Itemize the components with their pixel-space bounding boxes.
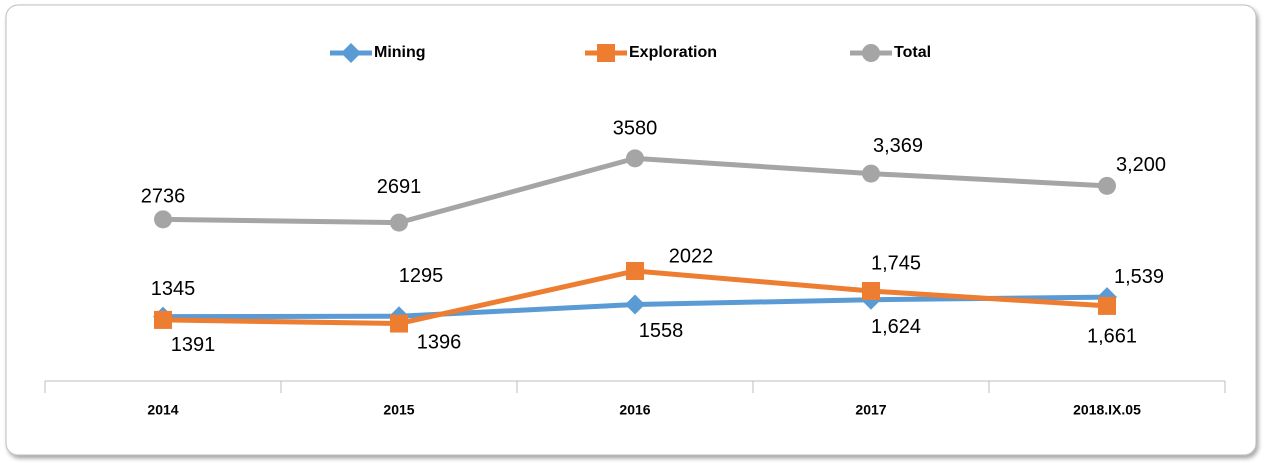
marker (1098, 176, 1116, 195)
marker (862, 164, 880, 183)
data-label: 1391 (171, 334, 216, 356)
chart-frame (5, 4, 1257, 456)
data-label: 3,369 (873, 135, 923, 157)
data-label: 1558 (639, 320, 684, 342)
data-label: 3580 (613, 118, 658, 140)
legend-label: Mining (374, 44, 426, 61)
data-label: 1,661 (1087, 325, 1137, 347)
marker (154, 310, 172, 329)
x-tick-label: 2014 (147, 402, 178, 418)
legend-label: Total (894, 44, 931, 61)
legend-marker (862, 44, 880, 62)
marker (390, 213, 408, 232)
data-label: 2691 (377, 176, 422, 198)
marker (625, 294, 645, 315)
data-label: 1,539 (1114, 266, 1164, 288)
marker (154, 210, 172, 229)
data-label: 1,624 (871, 316, 921, 338)
x-tick-label: 2016 (619, 402, 650, 418)
legend-marker (597, 44, 615, 62)
x-tick-label: 2017 (855, 402, 886, 418)
marker (626, 261, 644, 280)
marker (390, 314, 408, 333)
marker (1098, 296, 1116, 315)
marker (862, 282, 880, 301)
x-tick-label: 2018.IX.05 (1073, 402, 1141, 418)
legend-marker (341, 43, 361, 63)
legend-label: Exploration (629, 44, 717, 61)
data-label: 1,745 (871, 252, 921, 274)
data-label: 2736 (141, 186, 186, 208)
data-label: 1396 (417, 332, 462, 354)
data-label: 1345 (151, 278, 196, 300)
marker (626, 149, 644, 168)
x-tick-label: 2015 (383, 402, 414, 418)
data-label: 2022 (669, 245, 714, 267)
data-label: 1295 (399, 265, 444, 287)
data-label: 3,200 (1116, 154, 1166, 176)
